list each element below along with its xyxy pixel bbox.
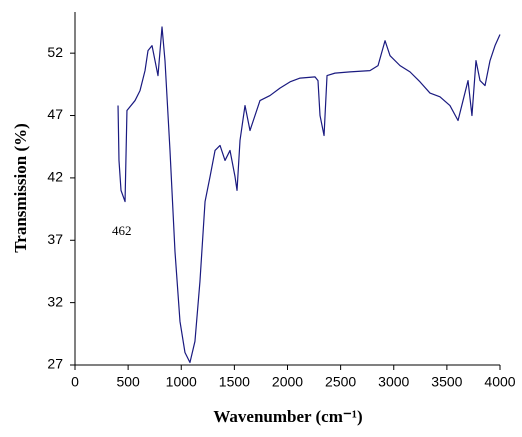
y-tick-label: 42 — [47, 169, 63, 185]
x-tick-label: 4000 — [484, 374, 515, 390]
x-tick-label: 0 — [71, 374, 79, 390]
x-tick-label: 1500 — [219, 374, 250, 390]
y-tick-label: 32 — [47, 293, 63, 309]
x-tick-label: 2500 — [325, 374, 356, 390]
spectrum-line — [117, 26, 501, 364]
x-tick-label: 1000 — [166, 374, 197, 390]
y-tick-label: 52 — [47, 44, 63, 60]
y-tick-label: 27 — [47, 356, 63, 372]
y-tick-label: 37 — [47, 231, 63, 247]
annotation: 462 — [112, 223, 132, 238]
x-tick-label: 2000 — [272, 374, 303, 390]
x-axis-title: Wavenumber (cm⁻¹) — [213, 407, 362, 426]
x-tick-label: 500 — [116, 374, 140, 390]
x-tick-label: 3000 — [378, 374, 409, 390]
y-axis-title: Transmission (%) — [11, 123, 30, 253]
y-tick-label: 47 — [47, 106, 63, 122]
x-tick-label: 3500 — [431, 374, 462, 390]
